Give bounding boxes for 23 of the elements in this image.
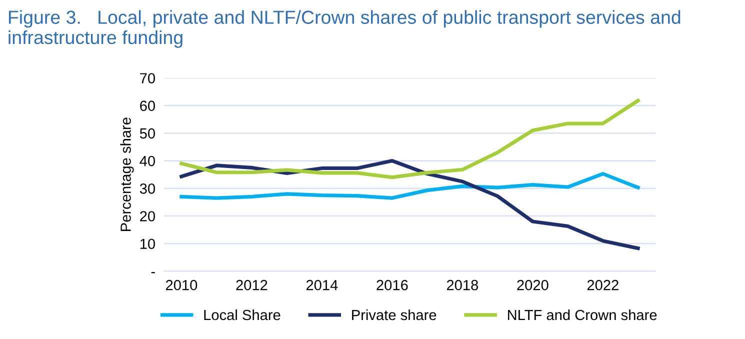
y-tick-label: 20 — [140, 211, 155, 222]
x-tick-label: 2020 — [517, 280, 548, 290]
y-tick-label: 50 — [140, 128, 155, 139]
chart-title: Figure 3. Local, private and NLTF/Crown shares of public transport services and infrastructure funding — [8, 10, 680, 48]
line-series — [180, 98, 640, 180]
y-tick-label: 30 — [140, 183, 155, 194]
legend-label: Local Share — [204, 309, 280, 320]
legend-label: NLTF and Crown share — [508, 309, 657, 320]
y-axis-title: Percentage share — [120, 118, 134, 231]
y-tick-label: 40 — [140, 156, 155, 166]
x-tick-label: 2014 — [306, 280, 338, 290]
legend-label: Private share — [352, 309, 436, 320]
x-tick-label: 2022 — [587, 280, 618, 290]
y-tick-label: 60 — [140, 100, 155, 111]
x-tick-label: 2016 — [376, 280, 408, 290]
line-series — [180, 172, 640, 200]
x-tick-label: 2012 — [236, 280, 268, 290]
y-tick-label: 70 — [140, 73, 155, 84]
x-tick-label: 2018 — [446, 280, 478, 290]
x-tick-label: 2010 — [166, 280, 198, 290]
line-series — [180, 158, 640, 250]
y-tick-label: 10 — [140, 238, 155, 250]
y-tick-label: - — [151, 272, 155, 274]
